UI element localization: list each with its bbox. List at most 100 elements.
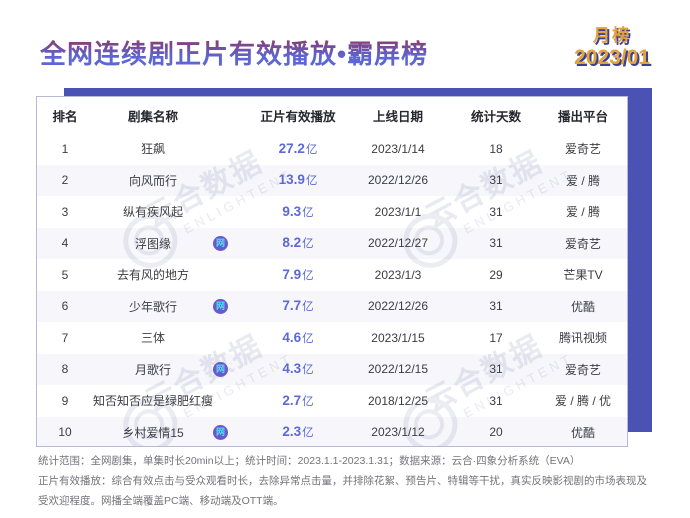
badge-cell: 网: [213, 235, 253, 251]
badge-cell: 网: [213, 424, 253, 440]
series-name-cell: 少年歌行: [128, 299, 177, 314]
plays-value: 4.6: [282, 329, 302, 345]
platform-cell: 芒果TV: [563, 268, 603, 283]
plays-unit: 亿: [302, 206, 314, 219]
plays-cell: 7.7亿: [253, 298, 343, 314]
platform-cell: 腾讯视频: [558, 331, 607, 346]
table-row: 3 纵有疾风起 9.3亿 2023/1/1 31 爱 / 腾: [37, 196, 627, 228]
rank-cell: 10: [58, 425, 72, 440]
plays-unit: 亿: [302, 395, 314, 408]
table-row: 9 知否知否应是绿肥红瘦 2.7亿 2018/12/25 31 爱 / 腾 / 优: [37, 385, 627, 417]
period-badge-type: 月榜: [593, 26, 632, 45]
plays-value: 27.2: [278, 140, 305, 156]
days-cell: 20: [489, 425, 503, 440]
date-cell: 2022/12/15: [367, 362, 429, 377]
date-cell: 2022/12/26: [367, 173, 429, 188]
table-row: 10 乡村爱情15 网 2.3亿 2023/1/12 20 优酷: [37, 416, 627, 446]
badge-cell: 网: [213, 361, 253, 377]
column-header-rank: 排名: [52, 109, 78, 124]
series-name-cell: 去有风的地方: [116, 268, 189, 283]
plays-value: 7.7: [282, 298, 302, 314]
plays-cell: 2.7亿: [253, 393, 343, 409]
rank-cell: 1: [61, 141, 69, 156]
plays-cell: 8.2亿: [253, 235, 343, 251]
plays-value: 9.3: [282, 203, 302, 219]
plays-unit: 亿: [302, 301, 314, 314]
web-drama-badge-icon: 网: [213, 298, 228, 314]
table-row: 6 少年歌行 网 7.7亿 2022/12/26 31 优酷: [37, 290, 627, 322]
footer-note-scope: 统计范围：全网剧集，单集时长20min以上；统计时间：2023.1.1-2023…: [38, 455, 581, 467]
table-row: 4 浮图缘 网 8.2亿 2022/12/27 31 爱奇艺: [37, 227, 627, 259]
platform-cell: 爱奇艺: [564, 362, 601, 377]
column-header-days: 统计天数: [470, 109, 521, 124]
date-cell: 2022/12/26: [367, 299, 429, 314]
series-name-cell: 知否知否应是绿肥红瘦: [93, 394, 214, 409]
days-cell: 29: [489, 267, 503, 282]
plays-unit: 亿: [305, 143, 318, 156]
platform-cell: 爱奇艺: [564, 142, 601, 157]
table-header-row: 排名 剧集名称 正片有效播放 上线日期 统计天数 播出平台: [37, 97, 627, 133]
series-name-cell: 乡村爱情15: [122, 425, 184, 440]
ranking-table: 云合数据 ENLIGHTENT 云合数据 ENLIGHTENT 云合数据 ENL…: [36, 96, 628, 447]
date-cell: 2022/12/27: [367, 236, 429, 251]
plays-unit: 亿: [302, 364, 314, 377]
days-cell: 31: [489, 204, 503, 219]
plays-cell: 13.9亿: [253, 172, 343, 188]
platform-cell: 爱奇艺: [564, 236, 601, 251]
period-badge-date: 2023/01: [574, 45, 650, 69]
column-header-platform: 播出平台: [557, 109, 608, 124]
badge-cell: 网: [213, 298, 253, 314]
platform-cell: 优酷: [570, 425, 595, 440]
plays-unit: 亿: [302, 332, 314, 345]
rank-cell: 5: [61, 267, 69, 282]
rank-cell: 9: [61, 393, 69, 408]
table-row: 2 向风而行 13.9亿 2022/12/26 31 爱 / 腾: [37, 164, 627, 196]
web-drama-badge-icon: 网: [213, 424, 228, 440]
plays-value: 7.9: [282, 266, 302, 282]
rank-cell: 3: [61, 204, 69, 219]
plays-value: 4.3: [282, 361, 302, 377]
plays-unit: 亿: [302, 427, 314, 440]
plays-unit: 亿: [302, 269, 314, 282]
plays-cell: 2.3亿: [253, 424, 343, 440]
rank-cell: 7: [61, 330, 69, 345]
plays-value: 13.9: [278, 172, 305, 188]
footer-notes: 统计范围：全网剧集，单集时长20min以上；统计时间：2023.1.1-2023…: [38, 451, 654, 511]
series-name-cell: 月歌行: [134, 362, 171, 377]
series-name-cell: 狂飙: [140, 142, 165, 157]
plays-cell: 27.2亿: [253, 141, 343, 157]
rank-cell: 6: [61, 299, 69, 314]
column-header-date: 上线日期: [372, 109, 423, 124]
table-body: 1 狂飙 27.2亿 2023/1/14 18 爱奇艺 2 向风而行 13.9亿 2022/12/…: [37, 133, 627, 446]
table-row: 8 月歌行 网 4.3亿 2022/12/15 31 爱奇艺: [37, 353, 627, 385]
platform-cell: 爱 / 腾: [565, 205, 600, 220]
rank-cell: 4: [61, 236, 69, 251]
days-cell: 31: [489, 236, 503, 251]
plays-value: 2.3: [282, 424, 302, 440]
days-cell: 31: [489, 393, 503, 408]
plays-cell: 4.3亿: [253, 361, 343, 377]
series-name-cell: 三体: [140, 331, 165, 346]
rank-cell: 8: [61, 362, 69, 377]
rank-cell: 2: [61, 173, 69, 188]
date-cell: 2023/1/14: [371, 141, 425, 156]
period-badge: 月榜 2023/01: [574, 26, 650, 70]
plays-cell: 9.3亿: [253, 204, 343, 220]
column-header-name: 剧集名称: [127, 109, 178, 124]
platform-cell: 爱 / 腾 / 优: [554, 394, 611, 409]
table-row: 7 三体 4.6亿 2023/1/15 17 腾讯视频: [37, 322, 627, 354]
plays-value: 2.7: [282, 392, 302, 408]
date-cell: 2018/12/25: [367, 393, 429, 408]
page-title: 全网连续剧正片有效播放•霸屏榜: [40, 34, 428, 71]
series-name-cell: 浮图缘: [134, 236, 171, 251]
table-row: 5 去有风的地方 7.9亿 2023/1/3 29 芒果TV: [37, 259, 627, 291]
days-cell: 31: [489, 173, 503, 188]
plays-cell: 7.9亿: [253, 267, 343, 283]
series-name-cell: 向风而行: [128, 173, 177, 188]
days-cell: 17: [489, 330, 503, 345]
plays-cell: 4.6亿: [253, 330, 343, 346]
platform-cell: 优酷: [570, 299, 595, 314]
plays-unit: 亿: [302, 238, 314, 251]
table-row: 1 狂飙 27.2亿 2023/1/14 18 爱奇艺: [37, 133, 627, 165]
